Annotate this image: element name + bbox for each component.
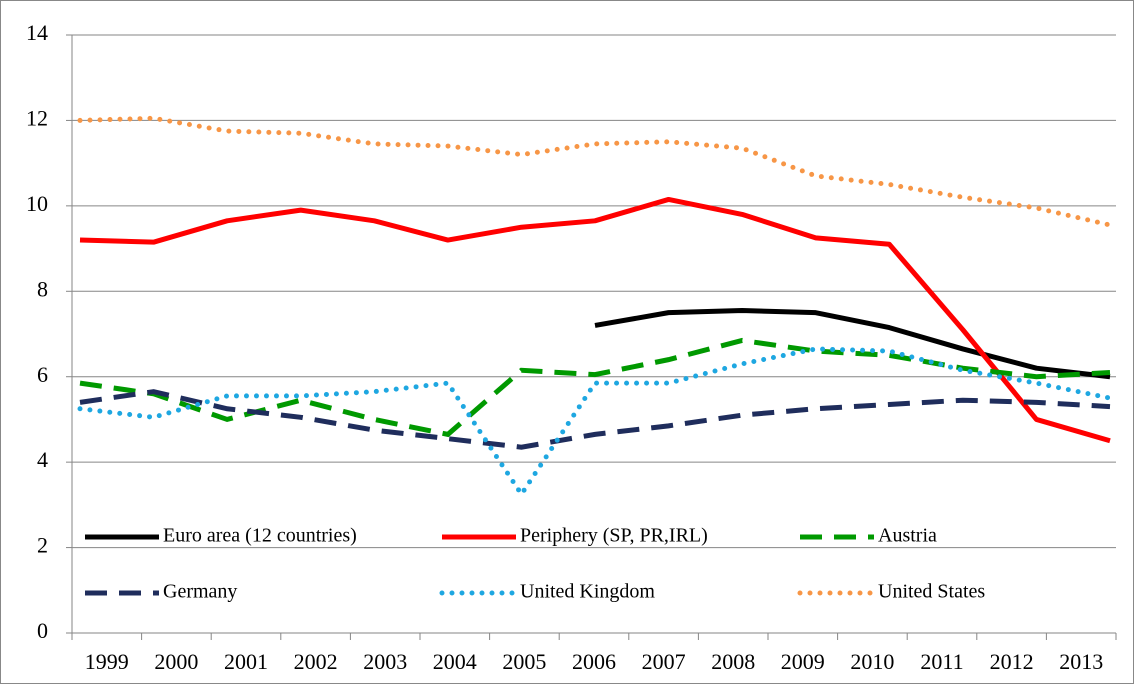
x-tick-label: 2002 <box>294 649 338 674</box>
legend-label: Austria <box>878 525 937 547</box>
x-tick-label: 2010 <box>850 649 894 674</box>
series-line <box>77 346 1113 499</box>
x-tick-label: 2003 <box>363 649 407 674</box>
y-tick-label: 10 <box>26 191 48 216</box>
legend-label: Euro area (12 countries) <box>163 525 357 547</box>
x-tick-label: 2006 <box>572 649 616 674</box>
series-line <box>594 308 1111 380</box>
y-tick-label: 14 <box>26 20 48 45</box>
y-tick-label: 8 <box>37 276 48 301</box>
series-line <box>79 196 1111 444</box>
x-tick-label: 2008 <box>711 649 755 674</box>
x-tick-label: 2000 <box>154 649 198 674</box>
x-tick-label: 2012 <box>990 649 1034 674</box>
x-tick-label: 2001 <box>224 649 268 674</box>
legend-label: Germany <box>163 581 237 603</box>
legend-label: Periphery (SP, PR,IRL) <box>520 525 708 547</box>
legend-label: United States <box>878 581 985 603</box>
legend-label: United Kingdom <box>520 581 655 603</box>
y-tick-label: 4 <box>37 447 48 472</box>
x-tick-label: 2005 <box>502 649 546 674</box>
x-tick-label: 2011 <box>920 649 963 674</box>
series-line <box>77 115 1113 228</box>
y-tick-label: 0 <box>37 618 48 643</box>
x-tick-label: 2007 <box>642 649 686 674</box>
series-line <box>79 389 1111 450</box>
x-tick-label: 2013 <box>1059 649 1103 674</box>
x-tick-label: 1999 <box>85 649 129 674</box>
x-tick-label: 2009 <box>781 649 825 674</box>
y-tick-label: 12 <box>26 105 48 130</box>
y-tick-label: 6 <box>37 362 48 387</box>
y-tick-label: 2 <box>37 533 48 558</box>
x-tick-label: 2004 <box>433 649 477 674</box>
